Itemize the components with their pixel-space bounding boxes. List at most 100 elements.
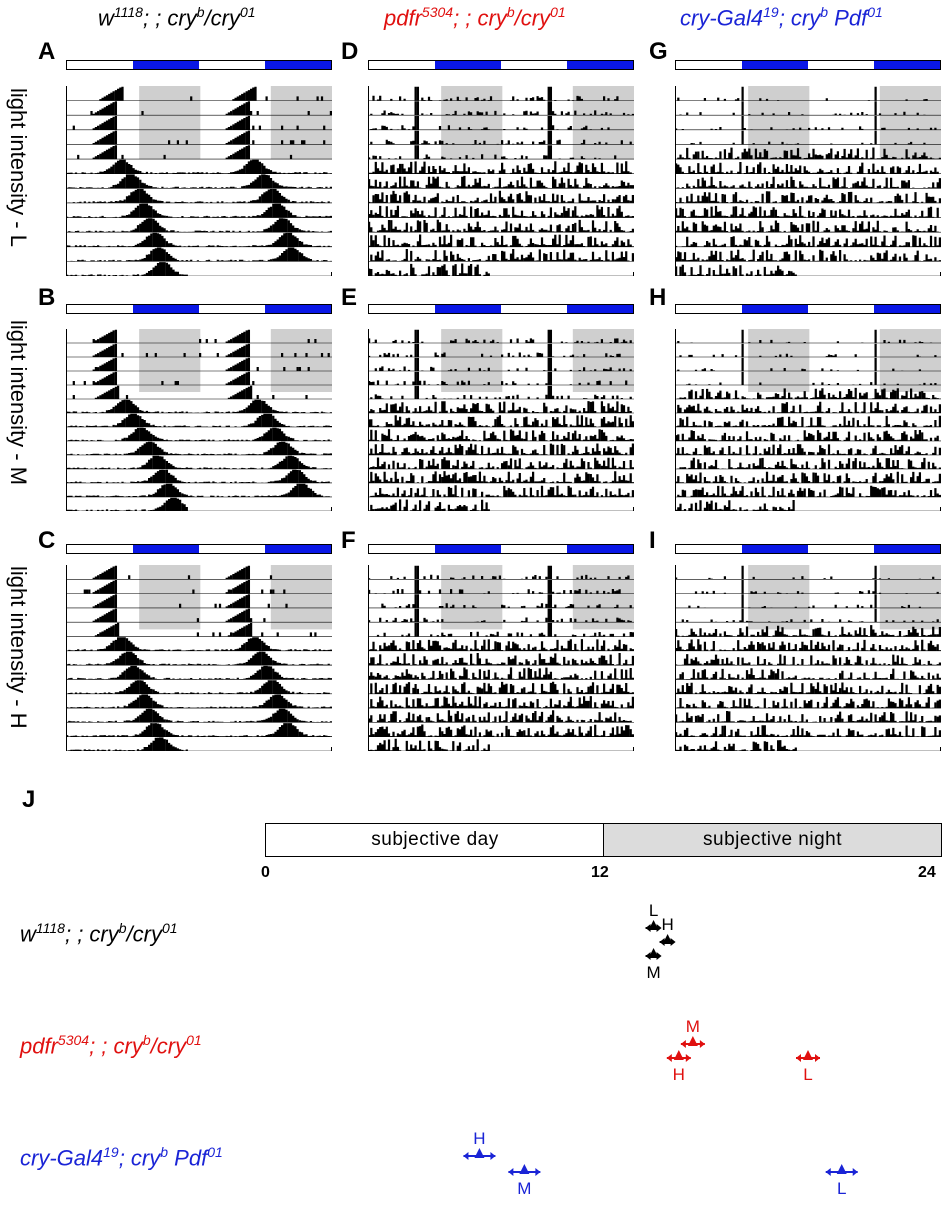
activity-row: [677, 401, 941, 413]
dark-phase-segment: [265, 545, 331, 553]
light-regime-bar: [368, 544, 634, 554]
activity-row: [675, 740, 797, 751]
dark-phase-segment: [265, 305, 331, 313]
dark-phase-segment: [133, 61, 199, 69]
dark-shade: [879, 329, 941, 392]
dark-phase-segment: [133, 305, 199, 313]
subjective-night-label: subjective night: [703, 829, 842, 850]
activity-row: [675, 625, 941, 637]
phase-marker-label: L: [837, 1179, 846, 1198]
activity-row: [92, 565, 273, 580]
activity-row: [381, 594, 632, 608]
dark-shade: [441, 565, 503, 630]
activity-row: [66, 737, 188, 751]
activity-row: [675, 444, 941, 455]
activity-row: [675, 191, 941, 203]
activity-row: [370, 681, 634, 694]
panel-letter-d: D: [341, 38, 359, 65]
actogram: [675, 329, 941, 511]
dark-phase-segment: [874, 545, 940, 553]
tick-24: 24: [918, 864, 936, 881]
activity-row: [675, 711, 941, 723]
activity-row: [368, 190, 634, 203]
phase-marker-l: L: [825, 1164, 858, 1198]
phase-marker-h: H: [463, 1129, 496, 1160]
dark-phase-segment: [133, 545, 199, 553]
panel-letter-j: J: [22, 786, 36, 813]
activity-row: [675, 696, 941, 709]
actogram: [66, 329, 332, 511]
panel-letter-g: G: [649, 38, 668, 65]
activity-row: [675, 668, 941, 680]
light-regime-bar: [66, 304, 332, 314]
activity-row: [368, 667, 634, 680]
activity-row: [368, 429, 634, 441]
light-regime-bar: [368, 60, 634, 70]
activity-row: [66, 203, 332, 218]
dark-phase-segment: [435, 545, 501, 553]
dark-phase-segment: [874, 61, 940, 69]
dark-shade: [572, 329, 634, 392]
activity-row: [66, 399, 332, 413]
dark-phase-segment: [265, 61, 331, 69]
activity-row: [94, 622, 317, 637]
actogram: [368, 565, 634, 751]
activity-row: [368, 443, 634, 455]
activity-row: [72, 115, 326, 130]
activity-row: [675, 654, 941, 666]
activity-row: [368, 401, 632, 413]
activity-row: [675, 415, 941, 427]
activity-row: [66, 708, 332, 723]
phase-marker-m: M: [645, 948, 662, 982]
activity-row: [368, 234, 634, 247]
activity-row: [83, 580, 286, 594]
activity-row: [677, 457, 941, 469]
activity-row: [66, 262, 188, 276]
panel-letter-e: E: [341, 284, 358, 311]
subjective-day-box: subjective day: [265, 823, 605, 857]
column-header-crygal: cry-Gal419; cryb Pdf01: [680, 4, 883, 31]
activity-row: [368, 329, 632, 343]
activity-row: [72, 371, 255, 385]
activity-row: [677, 387, 941, 399]
phase-marker-label: H: [661, 915, 673, 934]
activity-row: [368, 343, 621, 357]
activity-row: [66, 694, 332, 709]
activity-row: [99, 86, 324, 101]
phase-marker-h: H: [659, 915, 676, 946]
activity-row: [368, 219, 634, 233]
activity-row: [368, 161, 632, 174]
dark-shade: [441, 86, 503, 160]
phase-marker-label: M: [517, 1179, 531, 1198]
activity-row: [675, 682, 941, 694]
activity-row: [675, 162, 939, 174]
activity-row: [66, 218, 332, 233]
light-regime-bar: [66, 60, 332, 70]
activity-row: [368, 580, 621, 594]
panel-letter-i: I: [649, 527, 656, 554]
activity-row: [368, 485, 634, 497]
actogram: [675, 86, 941, 276]
phase-marker-label: M: [686, 1017, 700, 1036]
activity-row: [675, 430, 941, 441]
activity-row: [66, 497, 188, 511]
phase-marker-label: H: [673, 1065, 685, 1084]
activity-row: [368, 724, 634, 737]
activity-row: [675, 249, 941, 262]
activity-row: [675, 220, 939, 233]
activity-row: [675, 235, 941, 247]
dark-shade: [270, 329, 332, 392]
phase-marker-label: H: [473, 1129, 485, 1148]
dark-phase-segment: [742, 545, 808, 553]
phase-marker-label: M: [646, 963, 660, 982]
activity-row: [66, 723, 332, 737]
activity-row: [92, 594, 288, 608]
dark-phase-segment: [435, 305, 501, 313]
dark-shade: [748, 565, 810, 630]
activity-row: [368, 608, 632, 623]
activity-row: [681, 608, 939, 623]
j-genotype-wt: w1118; ; cryb/cry01: [20, 920, 178, 947]
activity-row: [694, 580, 939, 594]
tick-12: 12: [591, 864, 609, 881]
